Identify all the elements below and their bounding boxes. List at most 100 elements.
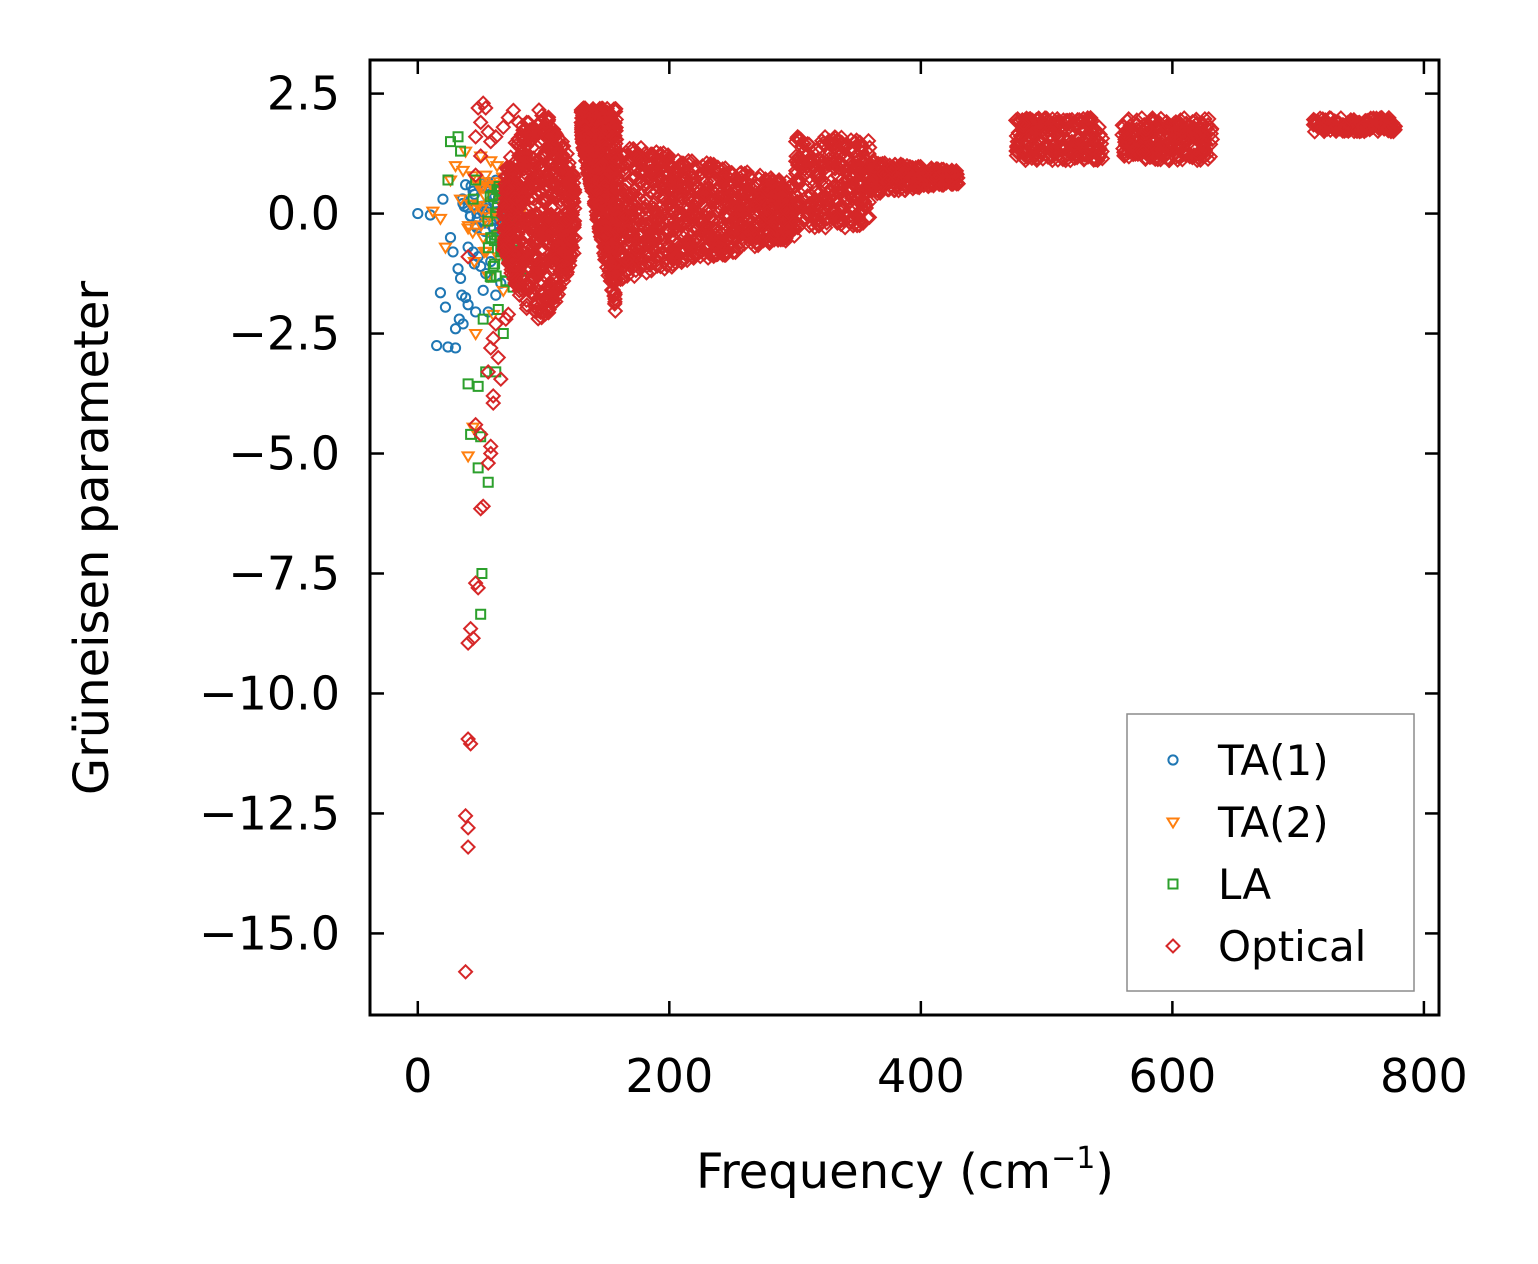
data-point [648,205,665,221]
data-point [482,340,499,356]
data-point [770,229,787,246]
data-point [695,246,712,262]
data-point [762,170,779,187]
data-point [497,328,509,340]
data-point [472,500,489,517]
data-point [562,177,579,194]
data-point [1008,147,1025,164]
data-point [523,285,540,302]
data-point [618,219,635,236]
data-point [609,176,626,193]
data-point [580,110,597,127]
data-point [597,120,613,137]
legend-entry: LA [1167,860,1271,909]
legend-label: TA(1) [1217,736,1329,785]
data-point [487,260,499,272]
x-tick-label: 200 [625,1049,713,1103]
data-point [526,232,543,249]
data-point [465,227,480,240]
data-point [431,339,443,352]
data-point [523,171,540,188]
data-point [620,250,636,267]
data-point [863,171,879,188]
data-point [672,252,689,269]
data-point [650,188,667,205]
y-tick-label: −2.5 [228,307,340,361]
data-point [452,131,464,143]
data-point [545,291,562,308]
data-point [1120,144,1137,161]
data-point [701,227,718,244]
axes-frame [368,58,1441,1017]
data-point [540,252,557,269]
data-point [462,735,479,752]
data-point [632,185,649,202]
data-point [449,323,462,335]
data-point [682,239,698,256]
data-point [480,364,497,380]
data-point [559,260,576,277]
data-point [447,246,459,258]
data-point [1117,125,1134,142]
data-point [789,172,806,189]
x-tick-label: 800 [1380,1049,1468,1103]
data-point [806,205,823,222]
data-point [699,187,716,204]
data-point [806,219,823,236]
data-point [596,172,612,188]
data-point [746,228,763,245]
data-point [476,567,488,579]
data-point [804,159,821,176]
data-point [826,178,843,195]
data-point [517,148,534,164]
data-point [614,271,631,287]
data-point [579,144,595,161]
data-point [666,244,683,261]
data-point [1084,140,1100,157]
data-point [534,130,551,147]
data-point [437,193,449,205]
legend-entry: TA(1) [1167,736,1329,785]
data-point [615,239,632,256]
data-point [733,223,750,240]
data-point [1359,120,1376,137]
data-point [698,228,715,245]
data-point [627,262,644,279]
data-point [1190,129,1207,146]
data-point [549,229,566,246]
data-point [1064,111,1080,128]
data-point [490,349,507,366]
data-point [579,164,596,181]
data-point [686,159,702,176]
data-point [808,142,825,159]
data-point [489,258,501,270]
data-point [540,113,557,129]
data-point [706,171,722,187]
data-point [608,203,625,220]
data-point [656,176,672,193]
data-point [715,238,732,255]
data-point [686,175,703,191]
data-point [608,131,625,148]
data-point [751,190,768,207]
data-point [1185,119,1202,135]
data-point [788,188,805,205]
y-tick-label: −10.0 [199,666,340,720]
data-point [1069,149,1085,166]
data-point [655,238,672,255]
data-point [612,271,629,288]
data-point [686,170,703,187]
data-point [1161,152,1178,169]
data-point [597,227,614,243]
data-point [463,199,478,212]
data-point [444,231,457,244]
data-point [457,318,469,330]
data-point [1042,141,1059,158]
data-point [1154,128,1171,145]
data-point [830,167,847,184]
x-axis-label-tail: ) [1095,1144,1114,1200]
data-point [467,193,479,205]
data-point [679,248,696,265]
data-point [454,272,467,284]
